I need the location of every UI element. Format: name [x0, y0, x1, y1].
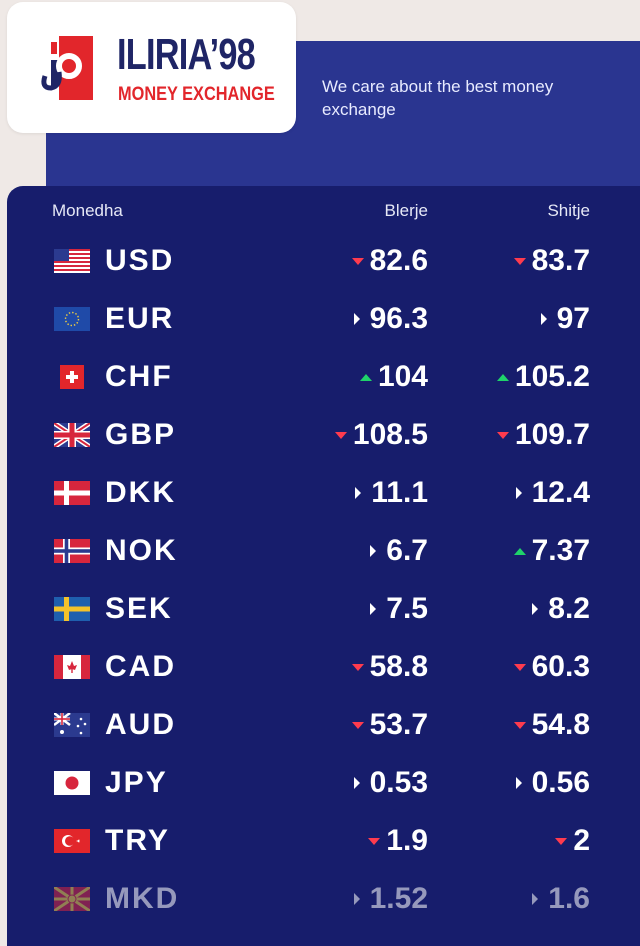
buy-rate: 104	[359, 360, 428, 394]
currency-code: EUR	[105, 302, 175, 335]
trend-same-icon	[370, 545, 377, 557]
brand-subtitle: MONEY EXCHANGE	[118, 84, 275, 105]
buy-rate: 1.52	[353, 882, 428, 916]
trend-down-icon	[334, 431, 347, 439]
trend-down-icon	[368, 837, 381, 845]
se-flag-icon	[54, 597, 90, 621]
rate-row: MKD 1.52 1.6	[0, 870, 640, 928]
currency-code: NOK	[105, 534, 178, 567]
trend-same-icon	[370, 603, 377, 615]
trend-same-icon	[353, 893, 360, 905]
trend-same-icon	[353, 777, 360, 789]
sell-rate: 97	[540, 302, 590, 336]
sell-rate: 12.4	[515, 476, 590, 510]
sell-rate: 83.7	[513, 244, 590, 278]
dk-flag-icon	[54, 481, 90, 505]
trend-same-icon	[353, 313, 360, 325]
buy-rate: 1.9	[368, 824, 428, 858]
sell-rate: 0.56	[515, 766, 590, 800]
rate-row: USD 82.6 83.7	[0, 232, 640, 290]
rate-row: EUR 96.3 97	[0, 290, 640, 348]
eu-flag-icon	[54, 307, 90, 331]
trend-down-icon	[351, 721, 364, 729]
trend-down-icon	[513, 721, 526, 729]
buy-rate: 11.1	[355, 476, 428, 510]
trend-up-icon	[513, 547, 526, 555]
header-buy: Blerje	[384, 201, 428, 220]
header-sell: Shitje	[547, 201, 590, 220]
currency-code: CAD	[105, 650, 176, 683]
rate-row: SEK 7.5 8.2	[0, 580, 640, 638]
mk-flag-icon	[54, 887, 90, 911]
rate-row: DKK 11.1 12.4	[0, 464, 640, 522]
currency-code: TRY	[105, 824, 170, 857]
sell-rate: 60.3	[513, 650, 590, 684]
ch-flag-icon	[54, 365, 90, 389]
rates-board	[7, 186, 640, 946]
buy-rate: 53.7	[351, 708, 428, 742]
trend-same-icon	[515, 777, 522, 789]
rate-row: GBP 108.5 109.7	[0, 406, 640, 464]
trend-down-icon	[496, 431, 509, 439]
sell-rate: 2	[555, 824, 590, 858]
rate-row: CHF 104 105.2	[0, 348, 640, 406]
trend-same-icon	[540, 313, 547, 325]
currency-code: MKD	[105, 882, 180, 915]
buy-rate: 58.8	[351, 650, 428, 684]
tr-flag-icon	[54, 829, 90, 853]
brand-name: ILIRIA’98	[117, 30, 256, 79]
trend-down-icon	[351, 663, 364, 671]
logo-mark-icon	[37, 32, 99, 104]
buy-rate: 6.7	[370, 534, 428, 568]
rate-row: AUD 53.7 54.8	[0, 696, 640, 754]
sell-rate: 1.6	[532, 882, 590, 916]
us-flag-icon	[54, 249, 90, 273]
logo[interactable]: ILIRIA’98 MONEY EXCHANGE	[7, 2, 296, 133]
jp-flag-icon	[54, 771, 90, 795]
currency-code: DKK	[105, 476, 176, 509]
currency-code: AUD	[105, 708, 176, 741]
au-flag-icon	[54, 713, 90, 737]
ca-flag-icon	[54, 655, 90, 679]
no-flag-icon	[54, 539, 90, 563]
trend-down-icon	[555, 837, 568, 845]
tagline: We care about the best money exchange	[322, 77, 554, 119]
rate-row: TRY 1.9 2	[0, 812, 640, 870]
trend-same-icon	[532, 603, 539, 615]
trend-same-icon	[532, 893, 539, 905]
trend-down-icon	[351, 257, 364, 265]
currency-code: SEK	[105, 592, 173, 625]
trend-same-icon	[515, 487, 522, 499]
buy-rate: 82.6	[351, 244, 428, 278]
currency-code: USD	[105, 244, 175, 277]
buy-rate: 7.5	[370, 592, 428, 626]
buy-rate: 96.3	[353, 302, 428, 336]
rate-row: NOK 6.7 7.37	[0, 522, 640, 580]
sell-rate: 7.37	[513, 534, 590, 568]
rate-row: CAD 58.8 60.3	[0, 638, 640, 696]
trend-down-icon	[513, 257, 526, 265]
trend-down-icon	[513, 663, 526, 671]
header-currency: Monedha	[52, 201, 123, 220]
currency-code: GBP	[105, 418, 177, 451]
trend-up-icon	[359, 373, 372, 381]
currency-code: CHF	[105, 360, 173, 393]
buy-rate: 0.53	[353, 766, 428, 800]
sell-rate: 105.2	[496, 360, 590, 394]
gb-flag-icon	[54, 423, 90, 447]
trend-up-icon	[496, 373, 509, 381]
rate-row: JPY 0.53 0.56	[0, 754, 640, 812]
currency-code: JPY	[105, 766, 168, 799]
sell-rate: 109.7	[496, 418, 590, 452]
sell-rate: 54.8	[513, 708, 590, 742]
trend-same-icon	[355, 487, 362, 499]
sell-rate: 8.2	[532, 592, 590, 626]
buy-rate: 108.5	[334, 418, 428, 452]
